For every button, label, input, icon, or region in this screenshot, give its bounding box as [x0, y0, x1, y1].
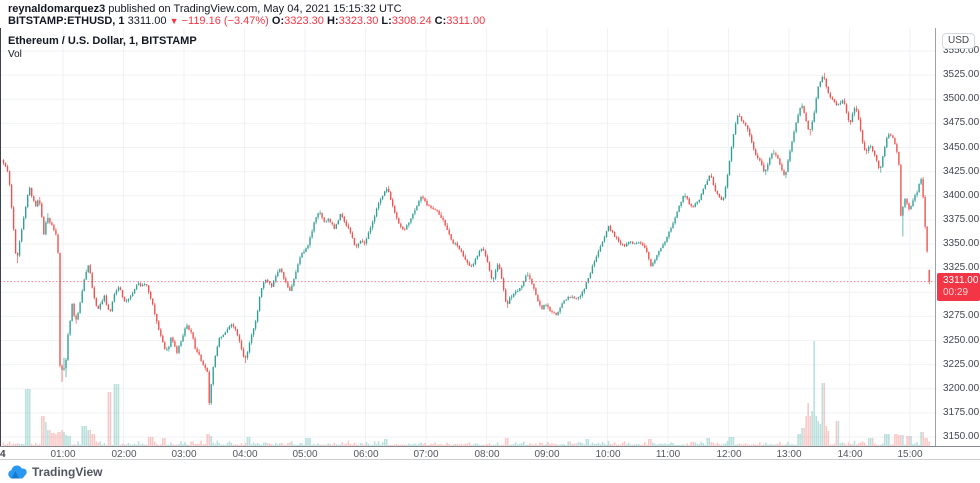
- time-tick: 01:00: [50, 449, 76, 460]
- time-tick: 15:00: [897, 449, 923, 460]
- symbol-name[interactable]: BITSTAMP:ETHUSD, 1: [8, 15, 125, 27]
- price-tick: 3425.00: [943, 166, 980, 177]
- left-border-line: [0, 28, 1, 446]
- time-scale[interactable]: 4 01:00 02:00 03:00 04:00 05:00 06:00 07:00 08:…: [0, 446, 980, 460]
- time-tick: 05:00: [292, 449, 318, 460]
- price-tick: 3250.00: [943, 335, 980, 346]
- price-tick: 3225.00: [943, 359, 980, 370]
- candlestick-chart-pane[interactable]: Ethereum / U.S. Dollar, 1, BITSTAMP Vol: [0, 28, 935, 446]
- time-tick: 09:00: [534, 449, 560, 460]
- close-label: C:: [434, 15, 447, 27]
- chart-title: Ethereum / U.S. Dollar, 1, BITSTAMP: [8, 35, 197, 47]
- tradingview-logo[interactable]: TradingView: [8, 464, 102, 480]
- price-change: −119.16 (−3.47%): [181, 15, 269, 27]
- publish-info: published on TradingView.com, May 04, 20…: [105, 3, 402, 15]
- candlestick-svg[interactable]: [0, 28, 935, 446]
- price-tick: 3450.00: [943, 142, 980, 153]
- low-value: 3308.24: [391, 15, 432, 27]
- price-tick: 3275.00: [943, 310, 980, 321]
- high-label: H:: [326, 15, 339, 27]
- down-arrow-icon: ▼: [169, 16, 179, 26]
- price-tick: 3350.00: [943, 238, 980, 249]
- time-tick: 13:00: [776, 449, 802, 460]
- low-label: L:: [381, 15, 392, 27]
- high-value: 3323.30: [338, 15, 379, 27]
- current-price-value: 3311.00: [943, 275, 979, 286]
- time-tick: 07:00: [413, 449, 439, 460]
- currency-toggle-button[interactable]: USD: [942, 33, 976, 49]
- time-tick: 14:00: [837, 449, 863, 460]
- volume-indicator-label[interactable]: Vol: [8, 49, 22, 60]
- last-price: 3311.00: [127, 15, 167, 27]
- time-tick: 06:00: [353, 449, 379, 460]
- tradingview-logo-text: TradingView: [32, 465, 103, 479]
- close-value: 3311.00: [446, 15, 486, 27]
- price-scale[interactable]: USD 3550.00 3525.00 3500.00 3475.00 3450.00 3…: [935, 28, 980, 446]
- chart-header: reynaldomarquez3 published on TradingVie…: [0, 0, 980, 28]
- candle-countdown: 00:29: [943, 287, 969, 298]
- publish-line: reynaldomarquez3 published on TradingVie…: [8, 3, 980, 15]
- price-tick: 3525.00: [943, 69, 980, 80]
- tradingview-cloud-icon: [8, 465, 27, 479]
- time-tick: 10:00: [595, 449, 621, 460]
- price-tick: 3500.00: [943, 93, 980, 104]
- publisher-name: reynaldomarquez3: [8, 3, 106, 15]
- price-tick: 3550.00: [943, 45, 980, 56]
- time-tick: 11:00: [655, 449, 681, 460]
- time-tick: 08:00: [474, 449, 500, 460]
- date-tick-label: 4: [0, 449, 6, 460]
- open-value: 3323.30: [284, 15, 324, 27]
- symbol-line: BITSTAMP:ETHUSD, 1 3311.00 ▼ −119.16 (−3…: [8, 15, 980, 27]
- time-tick: 03:00: [171, 449, 197, 460]
- price-tick: 3150.00: [943, 431, 980, 442]
- time-tick: 12:00: [716, 449, 742, 460]
- time-tick: 02:00: [111, 449, 137, 460]
- price-tick: 3325.00: [943, 262, 980, 273]
- price-tick: 3400.00: [943, 190, 980, 201]
- time-tick: 04:00: [232, 449, 258, 460]
- current-price-label: 3311.00 00:29: [937, 273, 980, 301]
- price-tick: 3475.00: [943, 117, 980, 128]
- price-tick: 3375.00: [943, 214, 980, 225]
- open-label: O:: [271, 15, 285, 27]
- price-tick: 3200.00: [943, 383, 980, 394]
- price-tick: 3175.00: [943, 407, 980, 418]
